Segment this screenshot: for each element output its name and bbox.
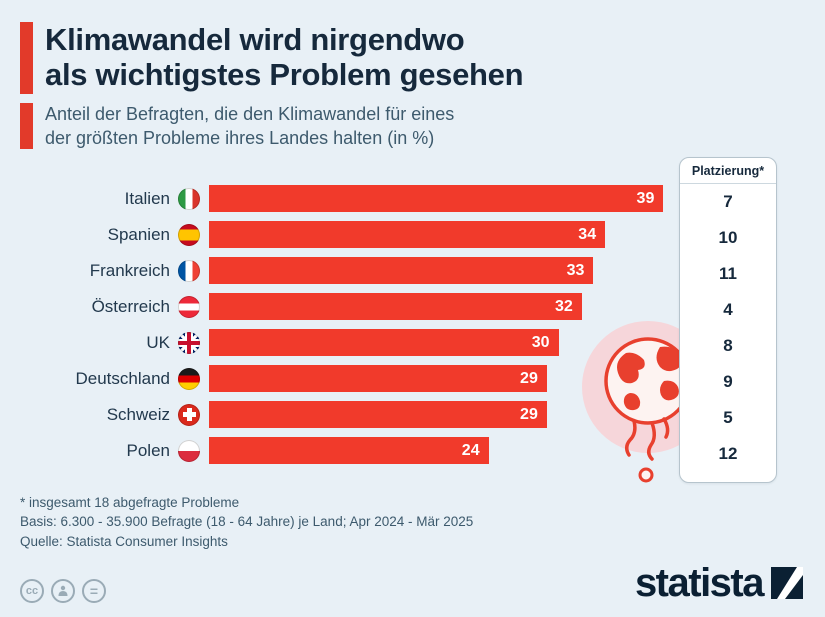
ranking-header: Platzierung*	[680, 158, 776, 184]
statista-wordmark: statista	[634, 561, 765, 605]
france-flag-icon	[178, 259, 200, 282]
bar-value-label: 34	[578, 225, 597, 243]
subtitle-line-2: der größten Probleme ihres Landes halten…	[45, 127, 435, 148]
country-label: Spanien	[107, 224, 170, 244]
rank-value: 12	[718, 443, 738, 463]
bar-value-label: 33	[566, 261, 585, 279]
bar-value-label: 24	[461, 441, 480, 459]
bar-rows: Italien 39 Spanien 34 Frankreich 33	[20, 157, 675, 469]
chart-row: Deutschland 29	[20, 361, 675, 397]
germany-flag-icon	[178, 367, 200, 390]
statista-logo-mark	[771, 567, 803, 599]
title-line-2: als wichtigstes Problem gesehen	[45, 57, 524, 93]
title-line-1: Klimawandel wird nirgendwo	[45, 22, 465, 57]
title-accent-bar	[20, 22, 33, 94]
country-label: Polen	[126, 440, 170, 460]
cc-license-icons: cc =	[20, 579, 106, 603]
chart-row: Spanien 34	[20, 217, 675, 253]
bar: 29	[209, 401, 547, 428]
bar-track: 39	[209, 185, 675, 212]
chart-subtitle: Anteil der Befragten, die den Klimawande…	[45, 103, 454, 151]
bar-value-label: 39	[636, 189, 655, 207]
subtitle-accent-bar	[20, 103, 33, 149]
rank-value: 7	[723, 191, 733, 211]
subtitle-line-1: Anteil der Befragten, die den Klimawande…	[45, 104, 455, 124]
chart-row: Frankreich 33	[20, 253, 675, 289]
subheader: Anteil der Befragten, die den Klimawande…	[20, 103, 805, 151]
footnote-line: * insgesamt 18 abgefragte Probleme	[20, 494, 240, 510]
footnotes: * insgesamt 18 abgefragte Probleme Basis…	[20, 493, 805, 553]
country-label: UK	[146, 332, 170, 352]
austria-flag-icon	[178, 295, 200, 318]
chart-row: Polen 24	[20, 433, 675, 469]
bar-track: 30	[209, 329, 675, 356]
country-label: Österreich	[91, 296, 170, 316]
chart-row: Schweiz 29	[20, 397, 675, 433]
bar-track: 29	[209, 401, 675, 428]
country-label: Schweiz	[106, 404, 170, 424]
bar-value-label: 32	[555, 297, 573, 315]
bar-value-label: 30	[531, 333, 550, 351]
switzerland-flag-icon	[178, 403, 200, 426]
bar: 30	[209, 329, 559, 356]
bar-value-label: 29	[520, 369, 538, 387]
rank-value: 10	[718, 227, 738, 247]
statista-logo: statista	[635, 563, 803, 603]
attribution-person-icon	[51, 579, 75, 603]
bar: 24	[209, 437, 489, 464]
bar: 32	[209, 293, 582, 320]
rank-value: 8	[723, 335, 733, 355]
ranking-panel: Platzierung* 7 10 11 4 8 9 5 12	[679, 156, 777, 483]
footnote-line: Quelle: Statista Consumer Insights	[20, 534, 228, 550]
bar-track: 29	[209, 365, 675, 392]
bar: 33	[209, 257, 594, 284]
bar-track: 33	[209, 257, 675, 284]
country-label: Deutschland	[75, 368, 170, 388]
equals-icon: =	[82, 579, 106, 603]
chart-row: UK 30	[20, 325, 675, 361]
chart-row: Österreich 32	[20, 289, 675, 325]
rank-value: 4	[723, 299, 733, 319]
bar-track: 24	[209, 437, 675, 464]
bar: 29	[209, 365, 547, 392]
uk-flag-icon	[178, 331, 200, 354]
header: Klimawandel wird nirgendwo als wichtigste…	[20, 22, 805, 94]
bar-chart: Italien 39 Spanien 34 Frankreich 33	[20, 156, 805, 483]
italy-flag-icon	[178, 187, 200, 210]
footnote-line: Basis: 6.300 - 35.900 Befragte (18 - 64 …	[20, 514, 474, 530]
country-label: Frankreich	[89, 260, 170, 280]
spain-flag-icon	[178, 223, 200, 246]
footer: cc = statista	[20, 563, 803, 603]
rank-value: 5	[723, 407, 733, 427]
rank-value: 9	[723, 371, 733, 391]
country-label: Italien	[124, 188, 170, 208]
page-title: Klimawandel wird nirgendwo als wichtigste…	[45, 22, 524, 94]
bar: 39	[209, 185, 664, 212]
bar-value-label: 29	[520, 405, 538, 423]
rank-value: 11	[719, 263, 737, 283]
bar-track: 34	[209, 221, 675, 248]
bar-track: 32	[209, 293, 675, 320]
poland-flag-icon	[178, 439, 200, 462]
chart-row: Italien 39	[20, 181, 675, 217]
cc-icon: cc	[20, 579, 44, 603]
bar: 34	[209, 221, 606, 248]
